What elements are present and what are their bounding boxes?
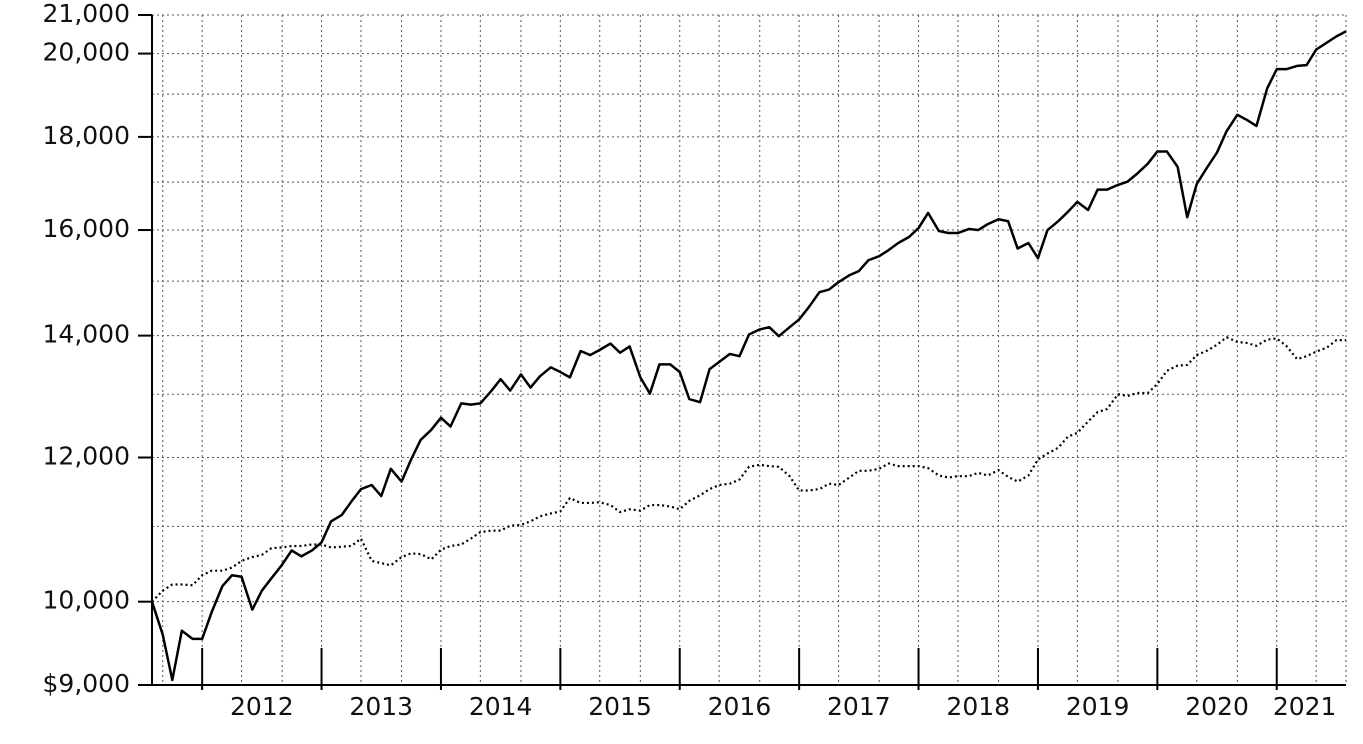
y-tick-label: 20,000 <box>43 38 130 67</box>
x-tick-label: 2020 <box>1185 692 1249 721</box>
y-tick-label: 21,000 <box>43 0 130 28</box>
y-tick-label: 14,000 <box>43 320 130 349</box>
y-tick-label: 12,000 <box>43 442 130 471</box>
x-tick-label: 2016 <box>708 692 772 721</box>
y-tick-label: 18,000 <box>43 121 130 150</box>
x-tick-label: 2019 <box>1066 692 1130 721</box>
x-tick-label: 2012 <box>230 692 294 721</box>
y-tick-label: 16,000 <box>43 214 130 243</box>
x-tick-label: 2017 <box>827 692 891 721</box>
x-tick-label: 2021 <box>1273 692 1337 721</box>
x-tick-label: 2013 <box>349 692 413 721</box>
y-tick-label: 10,000 <box>43 586 130 615</box>
x-tick-label: 2015 <box>588 692 652 721</box>
y-tick-label: $9,000 <box>43 669 130 698</box>
series-line <box>150 30 1347 682</box>
series-line <box>151 336 1346 603</box>
x-tick-label: 2014 <box>469 692 533 721</box>
x-tick-label: 2018 <box>946 692 1010 721</box>
